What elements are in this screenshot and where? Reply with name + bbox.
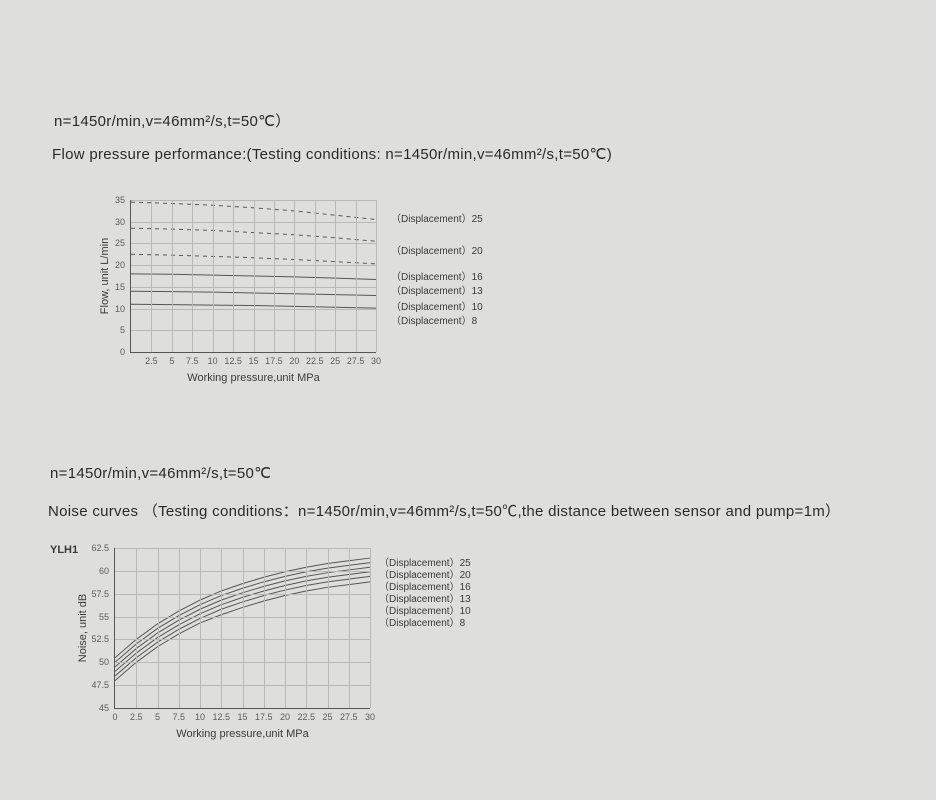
y-tick-label: 15 [115, 282, 125, 292]
grid-line-v [294, 200, 295, 352]
y-tick-label: 52.5 [91, 634, 109, 644]
grid-line-v [221, 548, 222, 708]
x-tick-label: 22.5 [306, 356, 324, 366]
flow-chart-plot-area: （Displacement）25（Displacement）20（Displac… [130, 200, 376, 353]
x-tick-label: 17.5 [265, 356, 283, 366]
legend-item-disp8: （Displacement）8 [379, 614, 465, 629]
grid-line-h [115, 571, 370, 572]
x-tick-label: 7.5 [172, 712, 185, 722]
x-tick-label: 5 [155, 712, 160, 722]
y-tick-label: 60 [99, 566, 109, 576]
y-tick-label: 57.5 [91, 589, 109, 599]
x-tick-label: 25 [330, 356, 340, 366]
legend-item-disp13: （Displacement）13 [391, 282, 483, 297]
model-label-ylh1: YLH1 [50, 544, 78, 556]
grid-line-v [179, 548, 180, 708]
x-tick-label: 27.5 [347, 356, 365, 366]
x-tick-label: 0 [112, 712, 117, 722]
grid-line-v [213, 200, 214, 352]
grid-line-v [376, 200, 377, 352]
grid-line-h [131, 222, 376, 223]
x-tick-label: 30 [365, 712, 375, 722]
y-tick-label: 50 [99, 657, 109, 667]
grid-line-v [158, 548, 159, 708]
noise-curves-heading: Noise curves （Testing conditions：n=1450r… [48, 500, 840, 521]
grid-line-h [131, 330, 376, 331]
y-tick-label: 10 [115, 304, 125, 314]
grid-line-h [131, 265, 376, 266]
x-tick-label: 30 [371, 356, 381, 366]
x-tick-label: 10 [195, 712, 205, 722]
flow-chart-y-axis-title: Flow, unit L/min [99, 238, 111, 314]
y-tick-label: 62.5 [91, 543, 109, 553]
y-tick-label: 25 [115, 238, 125, 248]
grid-line-h [131, 309, 376, 310]
legend-item-disp16: （Displacement）16 [391, 268, 483, 283]
x-tick-label: 17.5 [255, 712, 273, 722]
noise-chart-y-axis-title: Noise, unit dB [77, 594, 89, 662]
grid-line-h [115, 662, 370, 663]
grid-line-v [306, 548, 307, 708]
x-tick-label: 15 [237, 712, 247, 722]
conditions-line-1: n=1450r/min,v=46mm²/s,t=50℃） [54, 110, 291, 131]
x-tick-label: 5 [169, 356, 174, 366]
y-tick-label: 0 [120, 347, 125, 357]
grid-line-v [151, 200, 152, 352]
y-tick-label: 5 [120, 325, 125, 335]
x-tick-label: 10 [208, 356, 218, 366]
grid-line-h [115, 617, 370, 618]
grid-line-v [254, 200, 255, 352]
grid-line-v [315, 200, 316, 352]
grid-line-h [115, 639, 370, 640]
flow-chart-x-axis-title: Working pressure,unit MPa [187, 372, 319, 384]
y-tick-label: 30 [115, 217, 125, 227]
grid-line-v [356, 200, 357, 352]
grid-line-v [192, 200, 193, 352]
grid-line-v [233, 200, 234, 352]
grid-line-v [264, 548, 265, 708]
x-tick-label: 7.5 [186, 356, 199, 366]
grid-line-h [131, 200, 376, 201]
x-tick-label: 20 [289, 356, 299, 366]
grid-line-h [131, 287, 376, 288]
y-tick-label: 55 [99, 612, 109, 622]
y-tick-label: 45 [99, 703, 109, 713]
y-tick-label: 35 [115, 195, 125, 205]
grid-line-h [115, 594, 370, 595]
legend-item-disp20: （Displacement）20 [391, 242, 483, 257]
grid-line-v [136, 548, 137, 708]
grid-line-v [200, 548, 201, 708]
grid-line-v [335, 200, 336, 352]
grid-line-v [370, 548, 371, 708]
x-tick-label: 27.5 [340, 712, 358, 722]
x-tick-label: 20 [280, 712, 290, 722]
grid-line-h [115, 685, 370, 686]
y-tick-label: 47.5 [91, 680, 109, 690]
x-tick-label: 25 [322, 712, 332, 722]
x-tick-label: 2.5 [130, 712, 143, 722]
noise-chart-plot-area: （Displacement）25（Displacement）20（Displac… [114, 548, 370, 709]
grid-line-v [172, 200, 173, 352]
grid-line-v [349, 548, 350, 708]
legend-item-disp10: （Displacement）10 [391, 298, 483, 313]
noise-chart-x-axis-title: Working pressure,unit MPa [176, 728, 308, 740]
legend-item-disp8: （Displacement）8 [391, 312, 477, 327]
x-tick-label: 12.5 [212, 712, 230, 722]
grid-line-h [115, 548, 370, 549]
x-tick-label: 12.5 [224, 356, 242, 366]
grid-line-v [243, 548, 244, 708]
x-tick-label: 2.5 [145, 356, 158, 366]
x-tick-label: 22.5 [297, 712, 315, 722]
legend-item-disp25: （Displacement）25 [391, 210, 483, 225]
flow-performance-heading: Flow pressure performance:(Testing condi… [52, 145, 612, 163]
grid-line-v [328, 548, 329, 708]
grid-line-h [131, 243, 376, 244]
grid-line-v [274, 200, 275, 352]
grid-line-v [285, 548, 286, 708]
y-tick-label: 20 [115, 260, 125, 270]
page-root: n=1450r/min,v=46mm²/s,t=50℃） Flow pressu… [0, 0, 936, 800]
x-tick-label: 15 [248, 356, 258, 366]
conditions-line-2: n=1450r/min,v=46mm²/s,t=50℃ [50, 464, 271, 482]
